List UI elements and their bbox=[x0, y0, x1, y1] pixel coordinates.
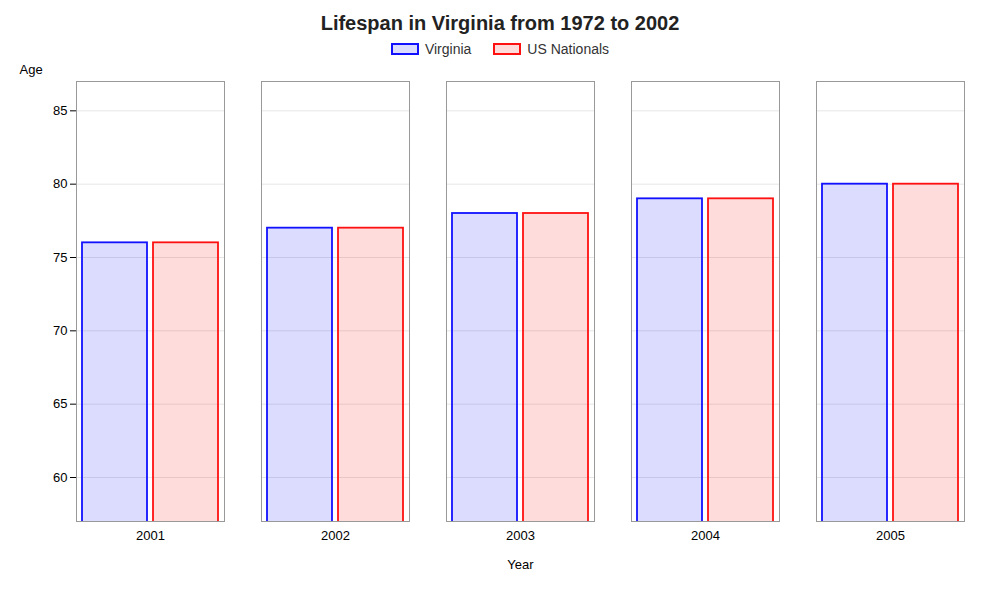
svg-text:2002: 2002 bbox=[321, 528, 350, 543]
svg-text:80: 80 bbox=[53, 176, 67, 191]
html-text:Virginia: Virginia bbox=[424, 41, 472, 57]
svg-text:Year: Year bbox=[507, 557, 534, 572]
svg-text:2005: 2005 bbox=[876, 528, 905, 543]
svg-text:75: 75 bbox=[53, 250, 67, 265]
svg-text:2004: 2004 bbox=[691, 528, 720, 543]
html-text:US Nationals: US Nationals bbox=[527, 41, 610, 57]
svg-text:85: 85 bbox=[53, 103, 67, 118]
svg-text:2003: 2003 bbox=[506, 528, 535, 543]
svg-text:2001: 2001 bbox=[136, 528, 165, 543]
svg-text:60: 60 bbox=[53, 470, 67, 485]
svg-text:65: 65 bbox=[53, 396, 67, 411]
svg-text:70: 70 bbox=[53, 323, 67, 338]
html-text:Lifespan in Virginia from 1972: Lifespan in Virginia from 1972 to 2002 bbox=[320, 12, 680, 34]
svg-text:Age: Age bbox=[20, 62, 43, 77]
